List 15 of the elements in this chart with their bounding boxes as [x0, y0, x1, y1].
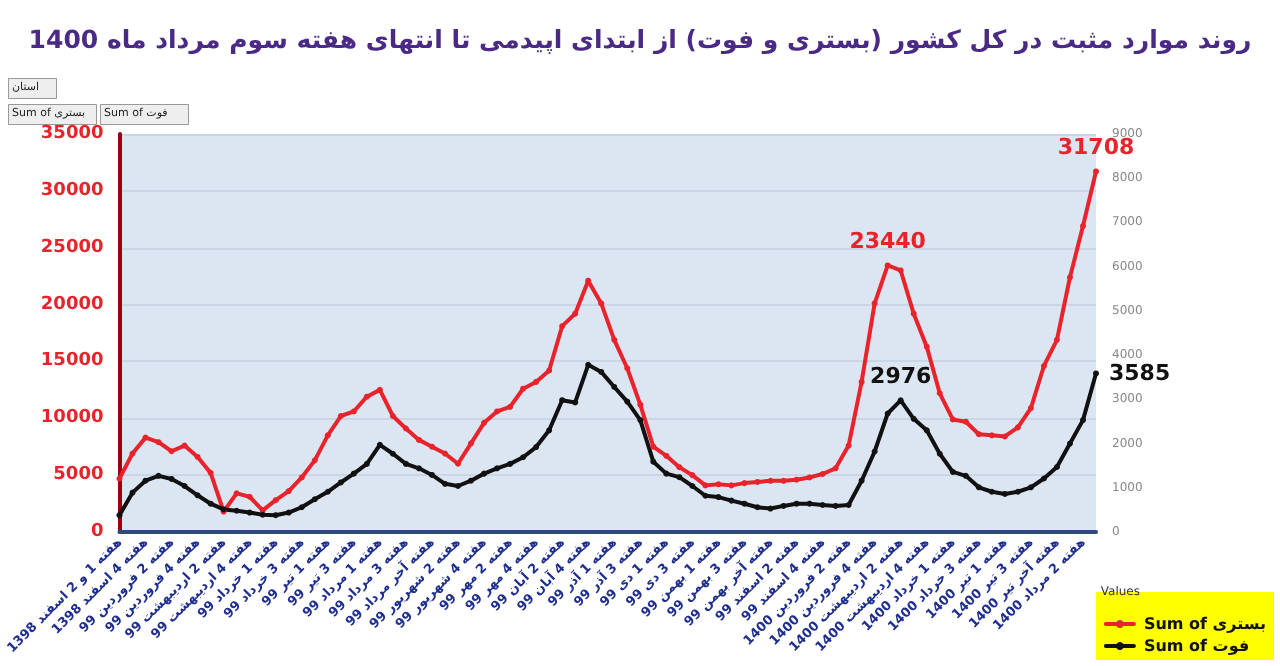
- y-tick-label: 30000: [40, 180, 104, 201]
- y-tick-label: 5000: [53, 465, 104, 486]
- y-tick-label: 35000: [40, 124, 104, 144]
- chart-title: روند موارد مثبت در کل کشور (بستری و فوت) از ابتدای اپیدمی تا انتهای هفته سوم مرداد ماه 1400: [28, 24, 1252, 56]
- legend-label: Sum of فوت: [1143, 637, 1250, 655]
- y-tick-label: 10000: [40, 408, 104, 429]
- data-label: 3585: [1109, 360, 1171, 387]
- y-tick-label: 20000: [40, 294, 104, 315]
- data-label: 31708: [1057, 134, 1135, 161]
- data-label: 2976: [870, 363, 932, 390]
- legend-label: Sum of بستری: [1143, 615, 1267, 633]
- y-tick-label: 0: [90, 522, 104, 542]
- y-tick-label: 25000: [40, 237, 104, 258]
- data-label: 23440: [849, 228, 927, 255]
- y-tick-label: 15000: [40, 351, 104, 372]
